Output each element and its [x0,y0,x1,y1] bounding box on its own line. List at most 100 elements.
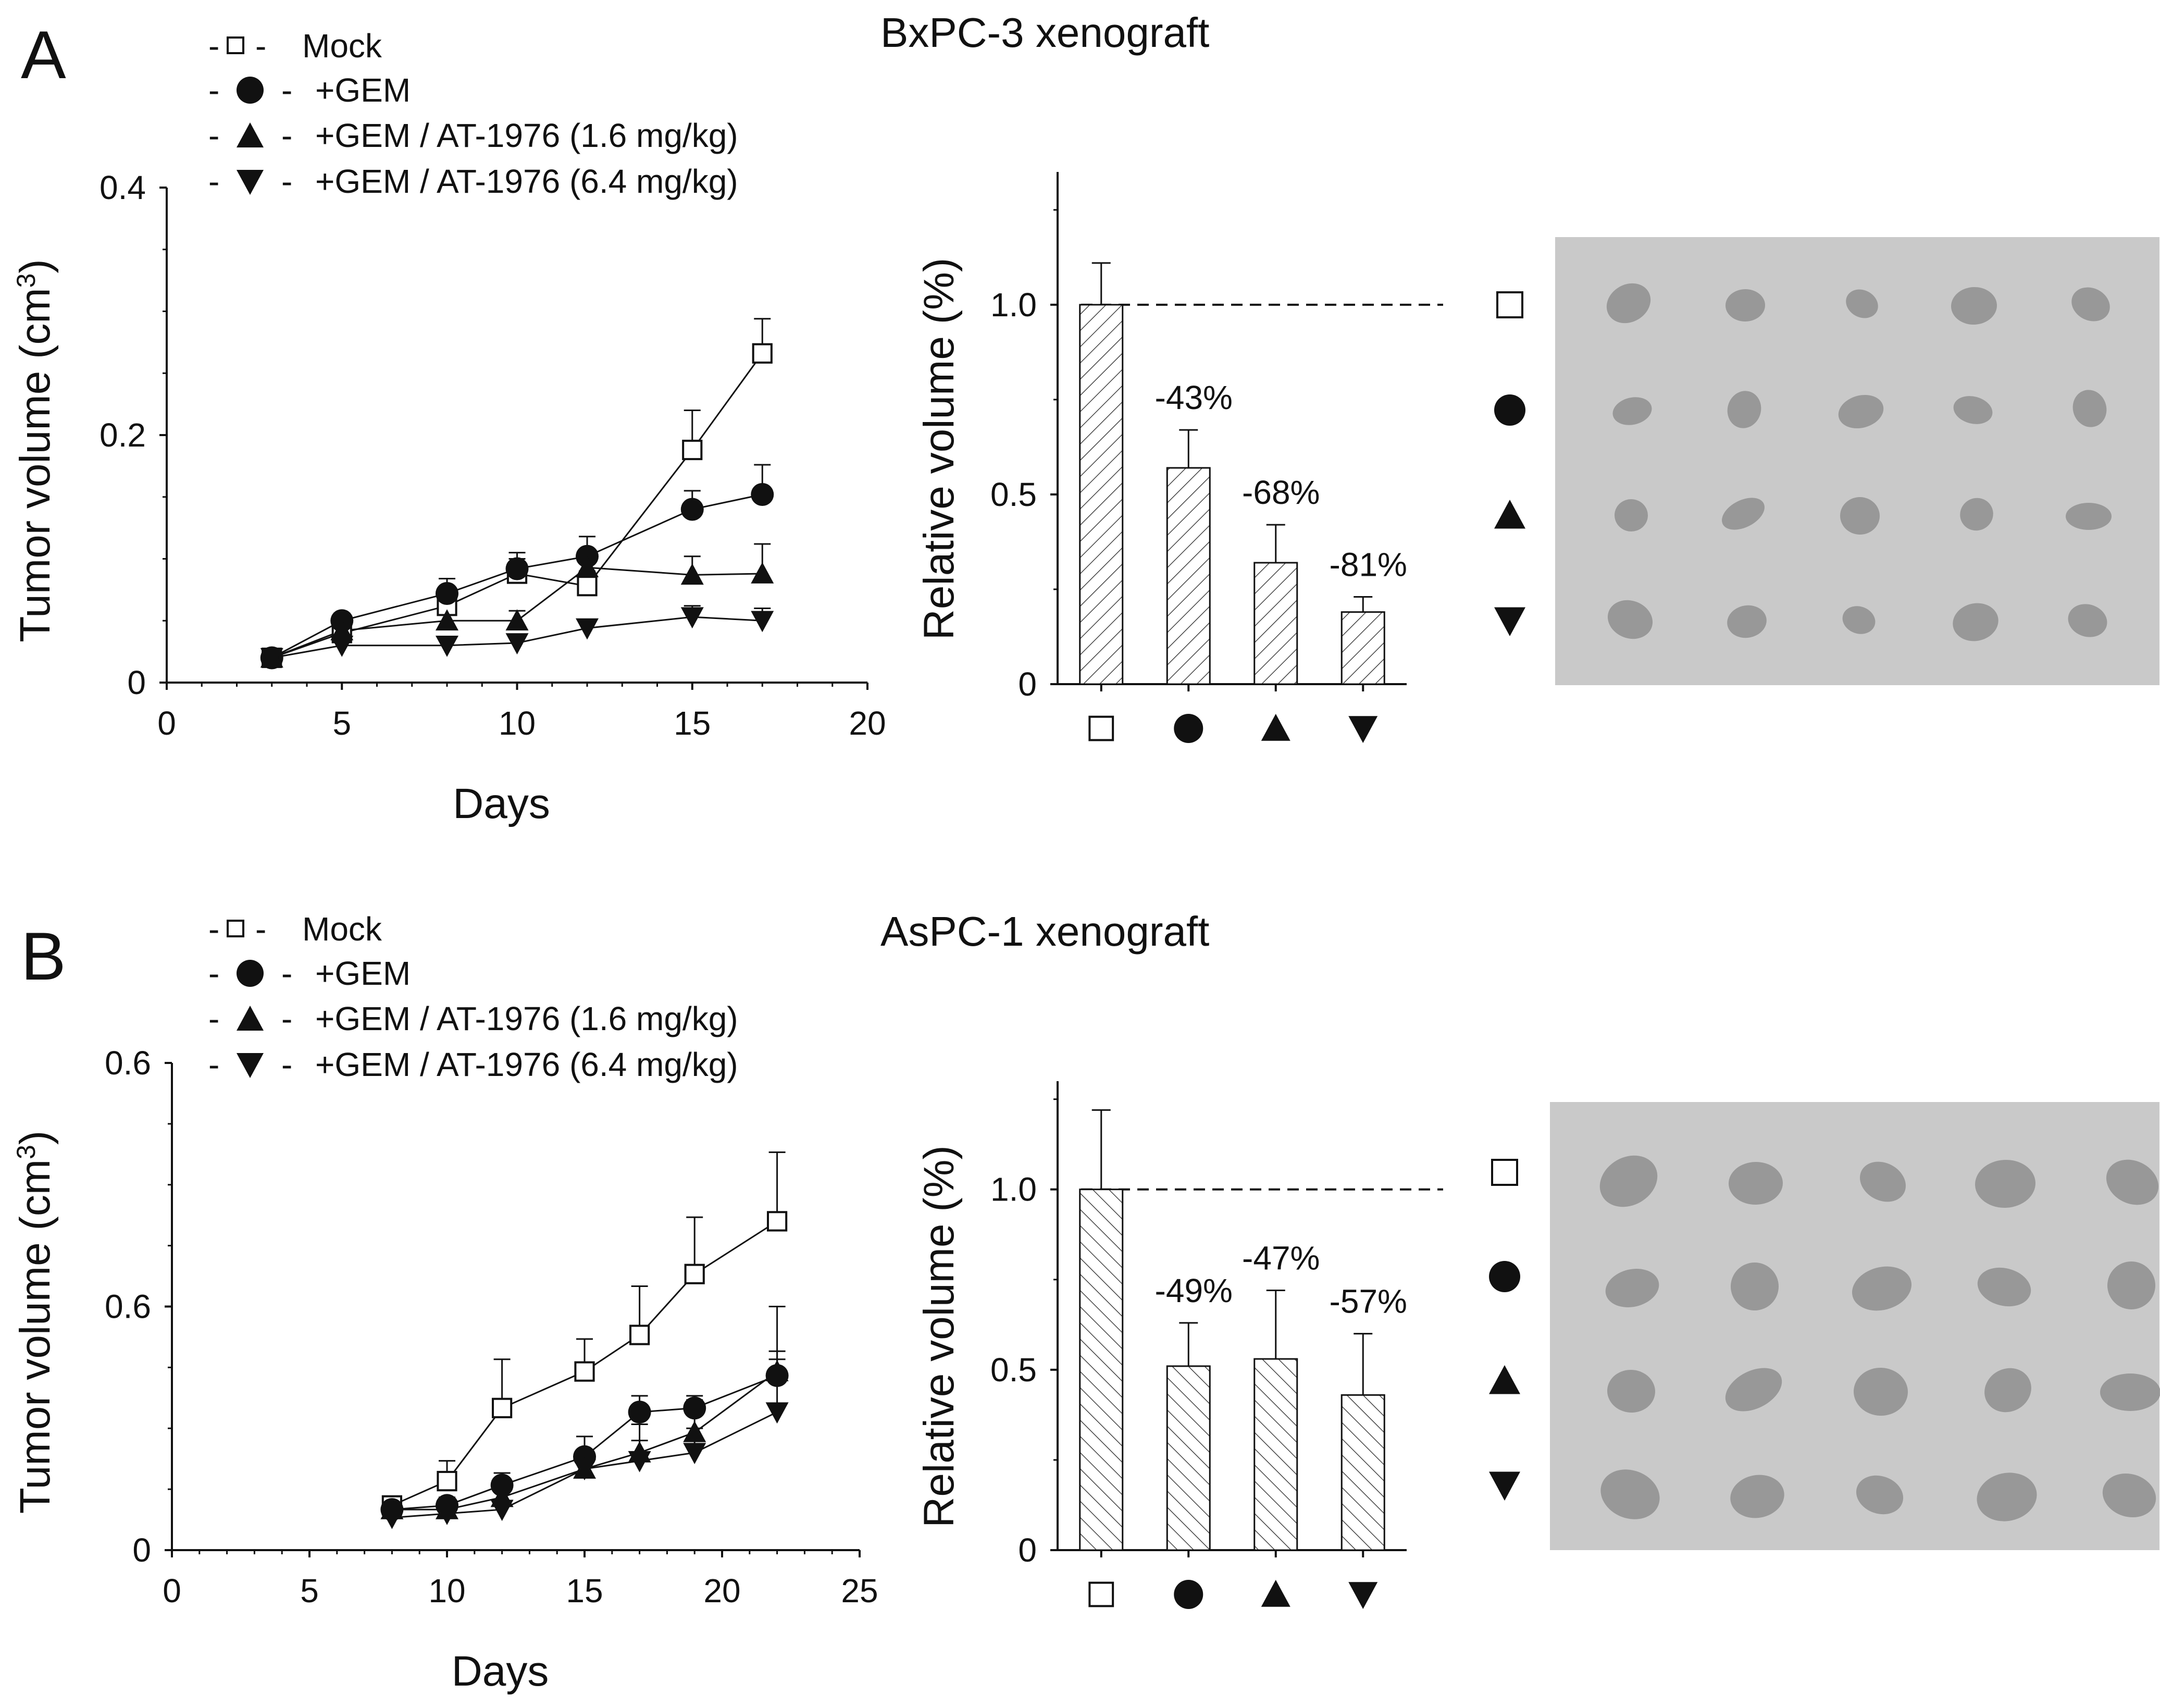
bar [1166,1365,1211,1551]
photo-row-markers-b [1489,1159,1520,1501]
bar [1253,1358,1298,1551]
tumor-photo-b [1550,1102,2160,1550]
marker-shape [683,1396,706,1420]
legend-label: +GEM / AT-1976 (6.4 mg/kg) [315,163,738,200]
legend-label: +GEM / AT-1976 (1.6 mg/kg) [315,117,738,154]
bar [1340,611,1385,685]
marker-shape [505,609,529,630]
y-tick-label: 0 [132,1531,151,1569]
x-axis-title: Days [452,1648,549,1695]
legend-label: +GEM [315,71,411,109]
bar-group [1340,1333,1385,1551]
row-marker [1489,1261,1520,1292]
legend-dash: - [281,117,292,154]
legend-dash: - [208,163,219,200]
marker-shape [766,1211,788,1232]
tumor [1607,600,1653,639]
marker-shape [1261,714,1290,741]
panel-a-title: BxPC-3 xenograft [880,9,1209,56]
y-tick-label: 0.5 [990,1351,1037,1389]
legend-b-entry-16: - - +GEM / AT-1976 (1.6 mg/kg) [208,1000,738,1037]
marker-shape [751,611,774,633]
legend-dash: - [208,1046,219,1083]
bar [1079,1189,1124,1551]
marker-shape [330,636,354,657]
marker-shape [1491,1159,1518,1186]
data-point [751,483,774,506]
legend-label: Mock [302,910,382,948]
data-point [491,1397,513,1418]
y-tick-label: 0.6 [105,1044,151,1082]
marker-shape [1494,394,1525,426]
bar [1079,304,1124,685]
tumor [1951,287,1997,325]
marker-shape [1348,716,1378,743]
legend-b-entry-64: - - +GEM / AT-1976 (6.4 mg/kg) [208,1046,738,1083]
percent-change-label: -49% [1155,1272,1233,1309]
x-tick-label: 15 [566,1572,603,1610]
bar-group [1166,429,1211,685]
tumor [2100,1373,2160,1411]
data-point [330,619,354,640]
data-point [576,556,599,577]
marker-shape [680,563,704,585]
legend-a-entry-16: - - +GEM / AT-1976 (1.6 mg/kg) [208,117,738,154]
legend-dash: - [208,27,219,65]
marker-shape [505,633,529,654]
legend-b-entry-mock: - - Mock [208,910,382,948]
data-point [765,1402,789,1424]
marker-shape [330,619,354,640]
data-point [628,1451,651,1472]
tumor [2106,1159,2159,1205]
marker-shape [680,498,704,521]
legend-dash: - [208,955,219,992]
y-tick-label: 1.0 [990,286,1037,324]
tumor [1984,1368,2031,1413]
data-point [680,498,704,521]
row-marker [1496,291,1523,318]
bar-group [1079,262,1124,685]
filled-circle-icon [237,77,264,104]
panel-b: B AsPC-1 xenograft - - Mock - - +GEM - -… [11,908,2160,1695]
legend-a-entry-gem: - - +GEM [208,71,411,109]
open-square-icon [227,920,244,937]
data-point [437,1470,457,1492]
marker-shape [765,1402,789,1424]
bar-group [1166,1322,1211,1551]
tumor [2066,503,2112,530]
y-axis-title-close: ) [11,259,59,273]
marker-shape [628,1451,651,1472]
row-marker [1491,1159,1518,1186]
y-tick-label: 1.0 [990,1171,1037,1208]
data-point [490,1474,514,1497]
y-tick-label: 0.6 [105,1288,151,1326]
x-tick-label: 10 [499,704,536,742]
legend-a-entry-64: - - +GEM / AT-1976 (6.4 mg/kg) [208,163,738,200]
marker-shape [437,1470,457,1492]
data-point [260,648,283,670]
x-axis-title: Days [453,780,550,827]
panel-b-title: AsPC-1 xenograft [880,908,1209,955]
marker-shape [577,576,598,597]
tumor [1606,283,1651,324]
row-marker [1494,394,1525,426]
marker-shape [490,1474,514,1497]
x-tick-label: 15 [674,704,711,742]
bar [1253,562,1298,685]
y-axis-title: Tumor volume (cm3) [11,259,59,642]
data-point [766,1211,788,1232]
y-tick-label: 0 [1018,1531,1037,1569]
tumor [1852,1266,1912,1311]
data-point [505,609,529,630]
x-tick-label: 20 [849,704,886,742]
marker-shape [1348,1582,1378,1609]
row-marker [1494,607,1525,636]
data-point [680,607,704,629]
x-tick-label: 20 [703,1572,740,1610]
legend-dash: - [281,955,292,992]
y-tick-label: 0.4 [100,169,146,206]
tumor [1953,603,1998,641]
category-marker [1088,1581,1114,1607]
data-point [683,1421,706,1442]
tumor [1599,1155,1658,1207]
